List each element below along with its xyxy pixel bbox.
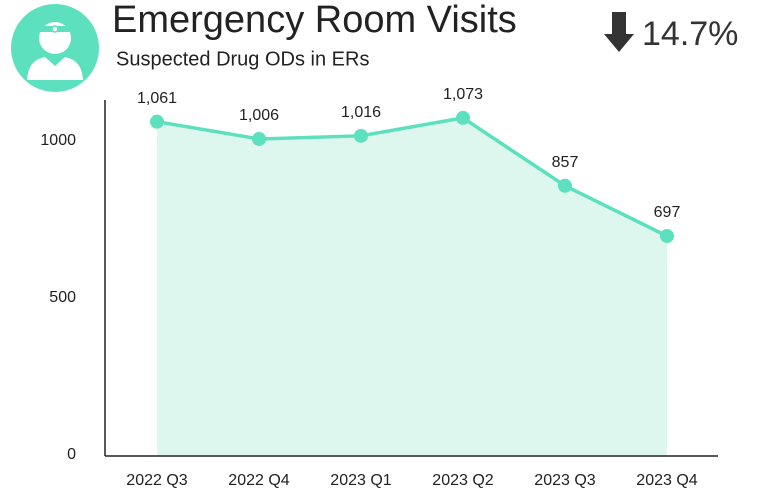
line xyxy=(156,116,668,238)
value-label: 1,016 xyxy=(341,104,381,121)
point xyxy=(660,229,674,244)
x-tick-label: 2023 Q1 xyxy=(330,472,391,489)
change-annotation: 14.7% xyxy=(642,15,738,53)
value-label: 1,073 xyxy=(443,86,483,103)
value-label: 1,061 xyxy=(137,90,177,107)
point xyxy=(456,110,470,125)
x-tick-label: 2022 Q4 xyxy=(228,472,289,489)
x-tick-label: 2023 Q3 xyxy=(534,472,595,489)
value-label: 1,006 xyxy=(239,107,279,124)
point xyxy=(150,114,164,129)
y-tick-label: 0 xyxy=(67,446,76,463)
value-label: 697 xyxy=(654,204,681,221)
x-tick-label: 2022 Q3 xyxy=(126,472,187,489)
x-tick-label: 2023 Q4 xyxy=(636,472,697,489)
y-tick-label: 1000 xyxy=(40,132,76,149)
y-tick-label: 500 xyxy=(49,289,76,306)
value-label: 857 xyxy=(552,154,579,171)
down-arrow xyxy=(604,12,634,52)
doctor-icon xyxy=(11,4,99,92)
point xyxy=(252,131,266,146)
area xyxy=(157,117,667,456)
point xyxy=(558,178,572,193)
chart-title: Emergency Room Visits xyxy=(112,0,517,41)
x-tick-label: 2023 Q2 xyxy=(432,472,493,489)
point xyxy=(354,128,368,143)
chart-subtitle: Suspected Drug ODs in ERs xyxy=(116,48,369,70)
